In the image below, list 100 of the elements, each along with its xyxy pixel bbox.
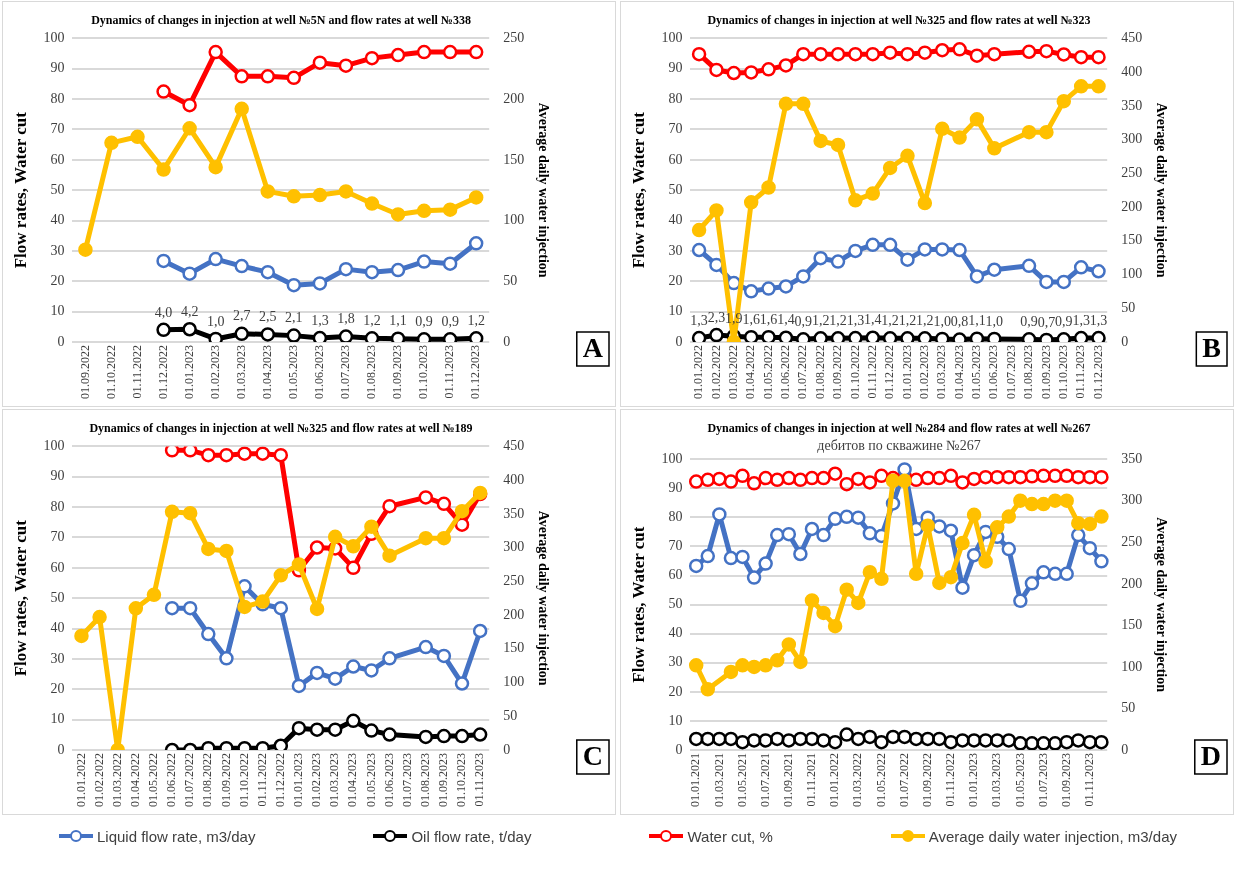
legend-label: Liquid flow rate, m3/day (97, 827, 256, 845)
y-tick-label: 0 (675, 741, 683, 757)
x-tick-label: 01.12.2023 (468, 345, 483, 399)
x-tick-label: 01.07.2023 (1003, 345, 1018, 399)
y-tick-label: 80 (50, 498, 65, 514)
text: A (582, 332, 604, 364)
x-tick-label: 01.01.2022 (73, 753, 88, 807)
y-tick-label: 90 (668, 479, 683, 495)
y-tick-label: 20 (50, 680, 65, 696)
x-tick-label: 01.04.2022 (743, 345, 758, 399)
y2-tick-label: 250 (1121, 533, 1143, 549)
y-tick-label: 30 (50, 242, 65, 258)
y-tick-label: 90 (668, 60, 683, 76)
data-label: 1,2 (363, 313, 381, 329)
x-tick-label: 01.07.2022 (182, 753, 197, 807)
x-tick-label: 01.11.2021 (804, 753, 819, 807)
x-tick-label: 01.10.2022 (103, 345, 118, 399)
y-tick-label: 0 (675, 333, 683, 349)
x-tick-label: 01.08.2023 (1021, 345, 1036, 399)
x-tick-label: 01.05.2022 (760, 345, 775, 399)
x-tick-label: 01.04.2023 (345, 753, 360, 807)
x-tick-label: 01.11.2022 (864, 345, 879, 399)
data-label: 1,1 (968, 313, 986, 329)
x-tick-label: 01.09.2023 (390, 345, 405, 399)
y2-tick-label: 200 (1121, 198, 1143, 214)
data-label: 2,1 (285, 310, 303, 326)
x-tick-label: 01.05.2021 (734, 753, 749, 807)
y-tick-label: 50 (50, 181, 65, 197)
y-tick-label: 0 (57, 741, 65, 757)
y2-tick-label: 300 (1121, 131, 1143, 147)
chart-title: Dynamics of changes in injection at well №5N and flow rates at well №338 (91, 13, 471, 28)
x-tick-label: 01.07.2022 (896, 753, 911, 807)
y-tick-label: 100 (661, 30, 683, 46)
chart-title: Dynamics of changes in injection at well №284 and flow rates at well №267 (707, 421, 1091, 436)
x-tick-label: 01.03.2022 (850, 753, 865, 807)
data-label: 4,0 (154, 304, 173, 320)
data-label: 1,2 (811, 313, 830, 329)
y2-tick-label: 100 (503, 674, 525, 690)
x-tick-label: 01.04.2023 (951, 345, 966, 399)
x-tick-label: 01.07.2022 (795, 345, 810, 399)
x-tick-label: 01.01.2023 (899, 345, 914, 399)
x-tick-label: 01.09.2023 (1038, 345, 1053, 399)
data-label: 1,0 (985, 313, 1004, 329)
data-label: 1,3 (1072, 312, 1090, 328)
data-label: 1,2 (881, 313, 899, 329)
x-tick-label: 01.12.2022 (155, 345, 170, 399)
y-tick-label: 60 (668, 151, 683, 167)
data-label: 1,6 (759, 311, 778, 327)
y-tick-label: 80 (668, 90, 683, 106)
data-label: 1,2 (829, 313, 847, 329)
data-label: 1,0 (933, 313, 951, 329)
data-label: 1,0 (206, 313, 225, 329)
data-label: 0,8 (950, 314, 969, 330)
y2-tick-label: 0 (1121, 741, 1129, 757)
x-tick-label: 01.07.2021 (757, 753, 772, 807)
data-label: 1,3 (311, 312, 329, 328)
y-tick-label: 100 (43, 30, 65, 46)
x-tick-label: 01.11.2022 (129, 345, 144, 399)
chart-subtitle: дебитов по скважине №267 (817, 438, 981, 454)
x-tick-label: 01.08.2022 (200, 753, 215, 807)
x-tick-label: 01.03.2022 (109, 753, 124, 807)
x-tick-label: 01.05.2022 (873, 753, 888, 807)
x-tick-label: 01.05.2023 (1012, 753, 1027, 807)
data-label: 2,7 (232, 308, 251, 324)
data-label: 0,9 (415, 313, 433, 329)
x-tick-label: 01.08.2023 (364, 345, 379, 399)
y2-tick-label: 300 (503, 539, 525, 555)
y-tick-label: 30 (668, 242, 683, 258)
x-tick-label: 01.10.2023 (454, 753, 469, 807)
data-label: 1,1 (389, 313, 407, 329)
y2-tick-label: 450 (503, 438, 525, 454)
text: D (1200, 740, 1222, 772)
y2-tick-label: 0 (503, 333, 511, 349)
y-tick-label: 80 (668, 509, 683, 525)
y-tick-label: 70 (668, 121, 683, 137)
y-tick-label: 70 (50, 529, 65, 545)
x-tick-label: 01.10.2022 (847, 345, 862, 399)
x-tick-label: 01.03.2023 (989, 753, 1004, 807)
data-label: 0,9 (794, 313, 813, 329)
data-label: 0,7 (1037, 314, 1056, 330)
data-label: 0,9 (1020, 313, 1038, 329)
x-tick-label: 01.02.2023 (917, 345, 932, 399)
x-tick-label: 01.11.2022 (254, 753, 269, 807)
y2-tick-label: 200 (1121, 575, 1143, 591)
x-tick-label: 01.03.2023 (327, 753, 342, 807)
data-label: 2,5 (259, 309, 277, 325)
y2-tick-label: 250 (1121, 165, 1143, 181)
y2-axis-title: Average daily water injection (1153, 102, 1169, 278)
data-label: 1,2 (898, 313, 917, 329)
x-tick-label: 01.12.2022 (272, 753, 287, 807)
y2-tick-label: 350 (503, 505, 525, 521)
y-tick-label: 30 (668, 654, 683, 670)
y-tick-label: 60 (668, 567, 683, 583)
legend-label: Water cut, % (687, 827, 773, 845)
y2-tick-label: 0 (1121, 333, 1129, 349)
x-tick-label: 01.09.2022 (919, 753, 934, 807)
x-tick-label: 01.12.2023 (1090, 345, 1105, 399)
data-label: 1,6 (742, 311, 760, 327)
x-tick-label: 01.09.2022 (77, 345, 92, 399)
y2-tick-label: 400 (503, 471, 525, 487)
